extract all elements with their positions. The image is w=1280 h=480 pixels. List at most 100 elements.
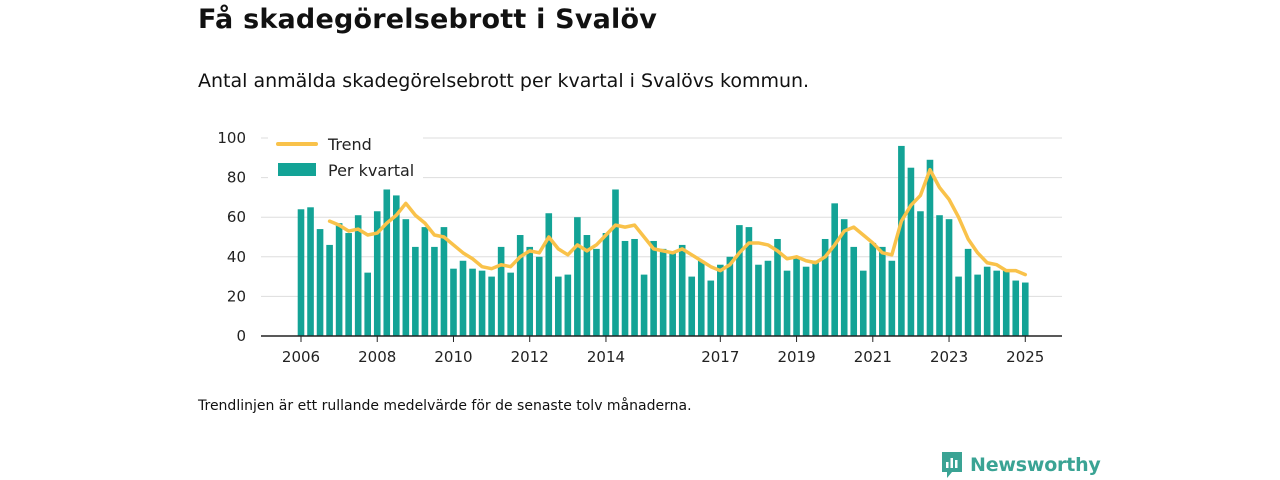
bar-68 (945, 219, 953, 336)
bar-53 (802, 266, 810, 336)
legend-bar-swatch (278, 163, 316, 176)
bar-64 (907, 167, 915, 336)
x-tick-label-2006: 2006 (282, 348, 320, 366)
bar-9 (383, 189, 391, 336)
bar-31 (593, 248, 600, 336)
bar-28 (564, 274, 572, 336)
bar-8 (373, 211, 381, 336)
trend-series (327, 167, 1028, 277)
bar-45 (726, 256, 734, 336)
bar-26 (545, 213, 553, 336)
bar-60 (869, 242, 877, 336)
bar-0 (297, 209, 305, 336)
axes: 0 20 40 60 80 100 2006 2008 2010 2012 2014 2017 2019… (217, 129, 1062, 366)
bar-23 (516, 235, 524, 336)
bar-62 (888, 260, 896, 336)
x-tick-label-2008: 2008 (358, 348, 396, 366)
brand-logo: Newsworthy (940, 450, 1101, 480)
bar-14 (431, 246, 438, 336)
bar-39 (669, 252, 676, 336)
bar-71 (974, 274, 981, 336)
bar-30 (583, 235, 591, 336)
bar-29 (574, 217, 581, 336)
x-tick-label-2025: 2025 (1006, 348, 1044, 366)
bar-25 (535, 256, 543, 336)
bar-37 (650, 240, 657, 336)
x-tick-label-2010: 2010 (434, 348, 472, 366)
bar-21 (497, 246, 505, 336)
bar-44 (717, 264, 724, 336)
bar-18 (469, 268, 476, 336)
bar-67 (936, 215, 943, 336)
bar-36 (640, 274, 648, 336)
bar-58 (850, 246, 858, 336)
brand-name: Newsworthy (970, 454, 1101, 476)
x-tick-label-2021: 2021 (854, 348, 892, 366)
bar-54 (812, 260, 819, 336)
bar-27 (555, 276, 562, 336)
bar-20 (488, 276, 495, 336)
bar-65 (917, 211, 924, 336)
bar-49 (764, 260, 772, 336)
bar-2 (316, 229, 324, 336)
bar-76 (1021, 282, 1029, 336)
bar-59 (859, 270, 867, 336)
x-tick-label-2012: 2012 (511, 348, 549, 366)
bar-33 (612, 189, 619, 336)
bar-56 (831, 203, 838, 336)
bar-16 (450, 268, 457, 336)
bar-70 (964, 248, 972, 336)
y-tick-label-60: 60 (227, 208, 246, 226)
newsworthy-chart-icon (942, 452, 962, 478)
bar-35 (631, 238, 638, 336)
bar-40 (678, 244, 686, 336)
bar-38 (659, 248, 667, 336)
bar-74 (1002, 270, 1010, 336)
bar-11 (402, 219, 410, 336)
bar-series-per-kvartal (297, 145, 1029, 336)
x-tick-label-2019: 2019 (777, 348, 815, 366)
bar-12 (412, 246, 419, 336)
x-tick-label-2014: 2014 (587, 348, 625, 366)
y-tick-label-100: 100 (217, 129, 246, 147)
bar-3 (326, 244, 333, 336)
chart-svg: 0 20 40 60 80 100 2006 2008 2010 2012 2014 2017 2019… (217, 129, 1062, 366)
legend-trend-label: Trend (327, 135, 372, 154)
legend: Trend Per kvartal (268, 132, 423, 187)
y-tick-label-0: 0 (236, 327, 246, 345)
bar-46 (736, 225, 743, 336)
x-tick-label-2017: 2017 (701, 348, 739, 366)
bar-61 (879, 246, 886, 336)
bar-63 (898, 145, 905, 336)
bar-17 (459, 260, 467, 336)
bar-41 (688, 276, 696, 336)
bar-51 (783, 270, 791, 336)
bar-13 (421, 227, 429, 336)
bar-72 (983, 266, 991, 336)
bar-32 (602, 233, 610, 336)
bar-24 (526, 246, 534, 336)
bar-48 (755, 264, 762, 336)
bar-52 (793, 256, 800, 336)
bar-73 (993, 270, 1000, 336)
y-tick-label-20: 20 (227, 287, 246, 305)
bar-75 (1012, 280, 1020, 336)
footnote: Trendlinjen är ett rullande medelvärde f… (198, 398, 692, 414)
x-tick-label-2023: 2023 (930, 348, 968, 366)
y-tick-label-40: 40 (227, 248, 246, 266)
bar-4 (335, 223, 343, 336)
bar-5 (345, 233, 352, 336)
bar-7 (364, 272, 372, 336)
chart-title: Få skadegörelsebrott i Svalöv (198, 4, 658, 35)
bar-22 (507, 272, 514, 336)
bar-15 (440, 227, 448, 336)
bar-55 (821, 238, 829, 336)
bar-34 (621, 240, 629, 336)
bar-66 (926, 159, 934, 336)
bar-6 (354, 215, 362, 336)
y-tick-label-80: 80 (227, 169, 246, 187)
bar-47 (745, 227, 753, 336)
bar-19 (478, 270, 486, 336)
bar-42 (697, 260, 705, 336)
trend-line (327, 167, 1028, 277)
